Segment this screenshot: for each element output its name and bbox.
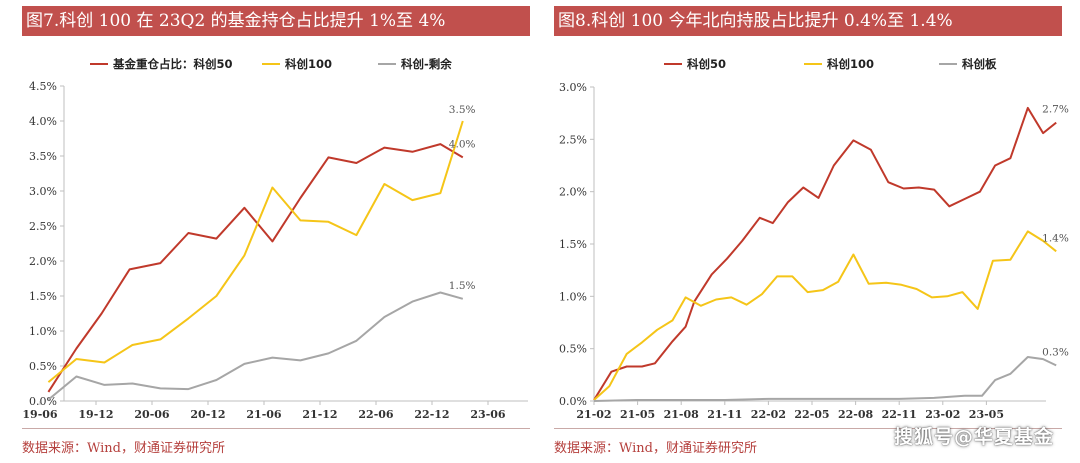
y-tick-label: 1.5% [559, 238, 587, 251]
x-tick-label: 20-06 [134, 408, 170, 421]
source-note: 数据来源：Wind，财通证券研究所 [22, 441, 225, 456]
y-tick-label: 3.0% [559, 81, 587, 94]
x-tick-label: 22-12 [414, 408, 449, 421]
legend-label: 科创50 [687, 57, 726, 71]
x-tick-label: 21-06 [246, 408, 282, 421]
x-tick-label: 19-12 [78, 408, 113, 421]
series-line-2 [593, 356, 1057, 402]
data-label: 2.7% [1042, 104, 1069, 116]
x-tick-label: 19-06 [22, 408, 58, 421]
x-tick-label: 23-05 [969, 408, 1004, 421]
legend-label: 科创-剩余 [401, 57, 452, 71]
x-tick-label: 21-08 [664, 408, 700, 421]
x-tick-label: 22-02 [751, 408, 786, 421]
y-tick-label: 2.5% [29, 220, 57, 233]
series-line-1 [593, 230, 1057, 401]
x-tick-label: 21-05 [620, 408, 655, 421]
data-label: 1.4% [1042, 232, 1069, 244]
source-divider [554, 428, 1062, 429]
chart-panel-left: 图7.科创 100 在 23Q2 的基金持仓占比提升 1%至 4% 0.0% 0.… [22, 0, 552, 463]
series-line-0 [47, 143, 464, 393]
chart-title-banner: 图7.科创 100 在 23Q2 的基金持仓占比提升 1%至 4% [22, 6, 530, 36]
y-tick-label: 2.5% [559, 133, 587, 146]
watermark-text: 搜狐号@华夏基金 [893, 426, 1054, 448]
y-tick-label: 0.0% [559, 395, 587, 408]
line-chart-northbound-holdings: 0.0% 0.5% 1.0% 1.5% 2.0% 2.5% 3.0% 21-02 21-05 21… [559, 57, 1069, 421]
chart-panel-right: 图8.科创 100 今年北向持股占比提升 0.4%至 1.4% 0.0% 0.5%… [554, 0, 1080, 463]
x-tick-label: 22-05 [794, 408, 829, 421]
x-tick-label: 23-06 [470, 408, 506, 421]
y-tick-label: 4.5% [29, 80, 57, 93]
legend-label: 科创100 [285, 57, 332, 71]
y-tick-label: 3.0% [29, 185, 57, 198]
chart-title-banner: 图8.科创 100 今年北向持股占比提升 0.4%至 1.4% [554, 6, 1062, 36]
y-tick-label: 1.0% [29, 325, 57, 338]
y-tick-label: 3.5% [29, 150, 57, 163]
y-tick-label: 2.0% [559, 186, 587, 199]
y-tick-label: 1.0% [559, 290, 587, 303]
data-label: 1.5% [449, 280, 476, 292]
x-tick-label: 22-11 [882, 408, 917, 421]
x-tick-label: 21-12 [302, 408, 337, 421]
y-tick-label: 1.5% [29, 290, 57, 303]
y-tick-label: 4.0% [29, 115, 57, 128]
y-tick-label: 0.5% [559, 343, 587, 356]
x-tick-label: 23-02 [925, 408, 960, 421]
series-line-1 [47, 120, 464, 383]
source-note: 数据来源：Wind，财通证券研究所 [554, 441, 757, 456]
x-tick-label: 21-11 [707, 408, 742, 421]
legend-label: 科创100 [827, 57, 874, 71]
data-label: 3.5% [449, 104, 476, 116]
series-line-0 [593, 106, 1057, 401]
legend-label: 科创板 [962, 57, 997, 71]
x-tick-label: 22-06 [358, 408, 394, 421]
legend-label: 基金重仓占比：科创50 [112, 57, 233, 71]
x-tick-label: 20-12 [190, 408, 225, 421]
y-tick-label: 0.5% [29, 360, 57, 373]
line-chart-fund-holdings: 0.0%0.5%1.0%1.5%2.0%2.5%3.0%3.5%4.0%4.5%… [22, 57, 528, 421]
data-label: 4.0% [449, 138, 476, 150]
data-label: 0.3% [1042, 346, 1069, 358]
y-tick-label: 2.0% [29, 255, 57, 268]
x-tick-label: 22-08 [838, 408, 874, 421]
x-tick-label: 21-02 [576, 408, 611, 421]
source-divider [22, 428, 530, 429]
series-line-2 [47, 291, 464, 401]
